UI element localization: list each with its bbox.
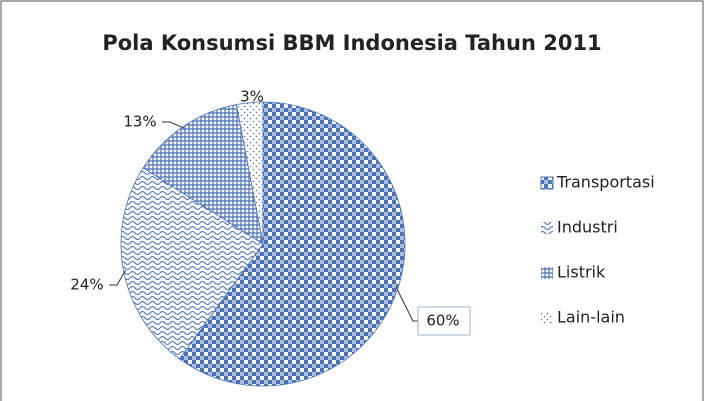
legend-swatch [540,176,554,190]
legend-label: Listrik [557,263,606,282]
data-label: 3% [240,88,264,106]
legend-swatch [541,267,553,279]
legend-swatch [541,222,553,234]
data-label: 13% [123,113,156,131]
chart-title: Pola Konsumsi BBM Indonesia Tahun 2011 [102,31,601,55]
pie-slice [235,101,264,245]
data-label: 24% [70,276,103,294]
pie-slice [120,167,264,360]
pie-slice [178,101,406,387]
leader-line [162,121,185,129]
label-box [417,306,471,336]
pie-slice [142,104,264,245]
leader-line [109,269,126,286]
data-label: 60% [426,312,459,330]
legend-label: Transportasi [556,173,655,192]
legend-label: Industri [557,218,618,237]
legend-swatch [541,312,553,324]
legend-label: Lain-lain [557,308,625,327]
